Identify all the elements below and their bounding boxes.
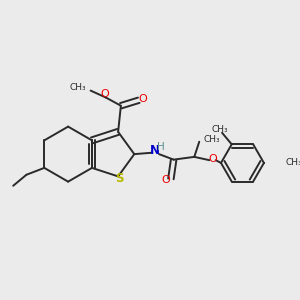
Text: H: H (157, 142, 165, 152)
Text: O: O (101, 88, 110, 99)
Text: CH₃: CH₃ (203, 135, 220, 144)
Text: CH₃: CH₃ (285, 158, 300, 167)
Text: CH₃: CH₃ (211, 125, 228, 134)
Text: S: S (115, 172, 124, 185)
Text: N: N (150, 143, 160, 157)
Text: O: O (208, 154, 217, 164)
Text: O: O (162, 175, 170, 185)
Text: O: O (138, 94, 147, 104)
Text: CH₃: CH₃ (70, 83, 86, 92)
